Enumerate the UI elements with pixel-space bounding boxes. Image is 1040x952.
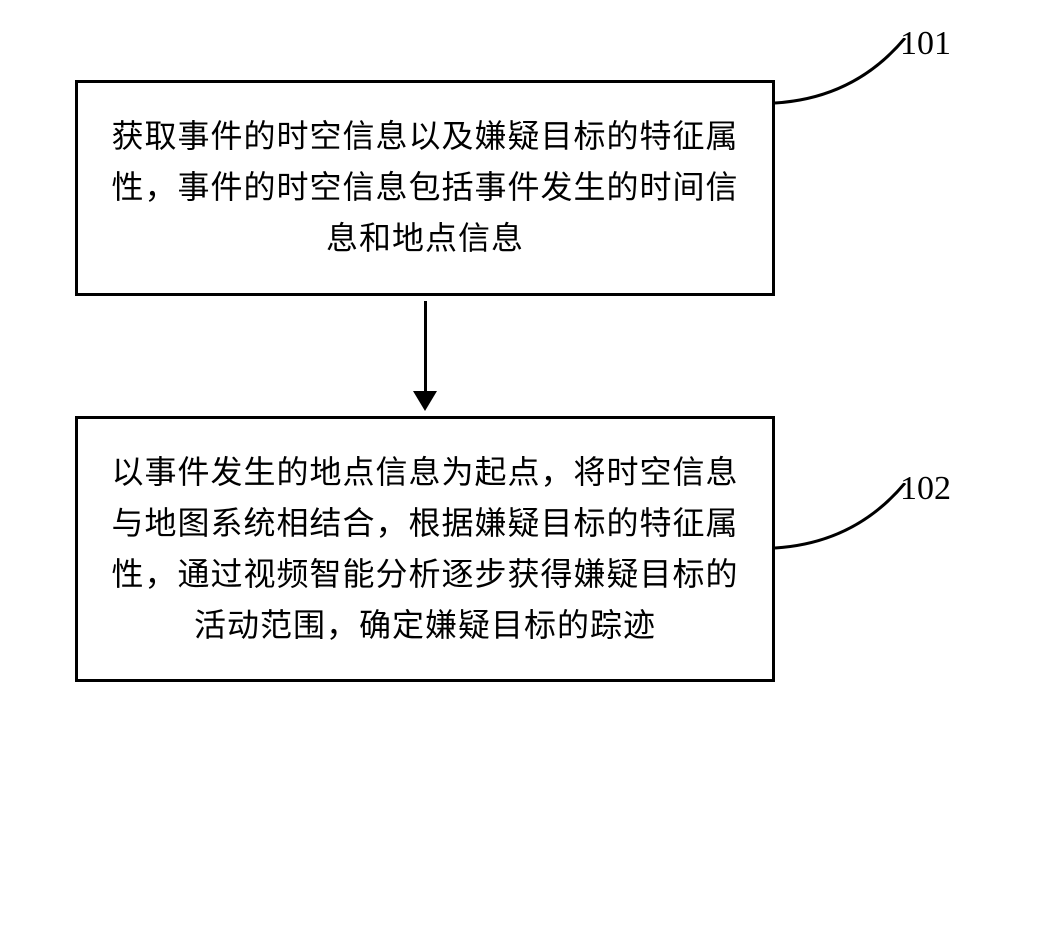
arrow-line (424, 301, 427, 391)
flowchart-step-2-box: 以事件发生的地点信息为起点，将时空信息与地图系统相结合，根据嫌疑目标的特征属性，… (75, 416, 775, 683)
step-2-text: 以事件发生的地点信息为起点，将时空信息与地图系统相结合，根据嫌疑目标的特征属性，… (98, 447, 752, 652)
step-1-text: 获取事件的时空信息以及嫌疑目标的特征属性，事件的时空信息包括事件发生的时间信息和… (98, 111, 752, 265)
arrow-head-icon (413, 391, 437, 411)
step-1-curve-connector (775, 38, 925, 118)
flowchart-container: 获取事件的时空信息以及嫌疑目标的特征属性，事件的时空信息包括事件发生的时间信息和… (75, 80, 775, 682)
step-2-curve-connector (775, 483, 925, 563)
flowchart-step-1-box: 获取事件的时空信息以及嫌疑目标的特征属性，事件的时空信息包括事件发生的时间信息和… (75, 80, 775, 296)
arrow-connector (75, 296, 775, 416)
